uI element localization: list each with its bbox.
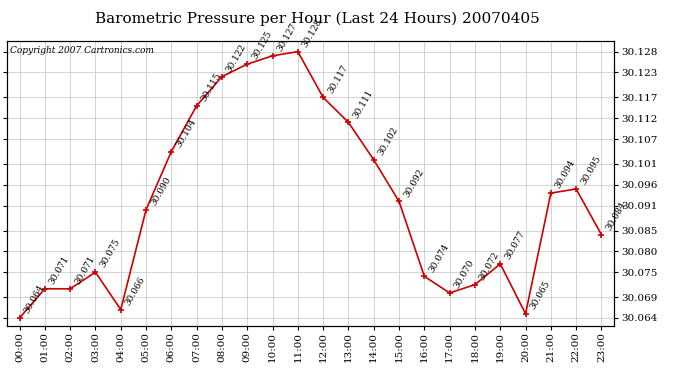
- Text: 30.125: 30.125: [250, 30, 273, 62]
- Text: 30.094: 30.094: [553, 159, 577, 190]
- Text: 30.074: 30.074: [427, 242, 451, 273]
- Text: 30.095: 30.095: [579, 154, 602, 186]
- Text: 30.065: 30.065: [529, 279, 552, 311]
- Text: 30.071: 30.071: [73, 254, 97, 286]
- Text: 30.111: 30.111: [351, 88, 375, 120]
- Text: 30.127: 30.127: [275, 21, 299, 53]
- Text: 30.092: 30.092: [402, 167, 425, 199]
- Text: Copyright 2007 Cartronics.com: Copyright 2007 Cartronics.com: [10, 45, 154, 54]
- Text: 30.090: 30.090: [149, 175, 172, 207]
- Text: 30.077: 30.077: [503, 229, 526, 261]
- Text: 30.102: 30.102: [377, 125, 400, 157]
- Text: 30.084: 30.084: [604, 200, 628, 232]
- Text: 30.115: 30.115: [199, 71, 223, 103]
- Text: 30.071: 30.071: [48, 254, 71, 286]
- Text: 30.117: 30.117: [326, 63, 349, 94]
- Text: 30.070: 30.070: [453, 258, 476, 290]
- Text: 30.066: 30.066: [124, 275, 147, 307]
- Text: 30.072: 30.072: [477, 250, 501, 282]
- Text: 30.122: 30.122: [225, 42, 248, 74]
- Text: 30.064: 30.064: [22, 284, 46, 315]
- Text: 30.128: 30.128: [301, 17, 324, 49]
- Text: 30.104: 30.104: [174, 117, 197, 149]
- Text: Barometric Pressure per Hour (Last 24 Hours) 20070405: Barometric Pressure per Hour (Last 24 Ho…: [95, 11, 540, 26]
- Text: 30.075: 30.075: [98, 237, 122, 269]
